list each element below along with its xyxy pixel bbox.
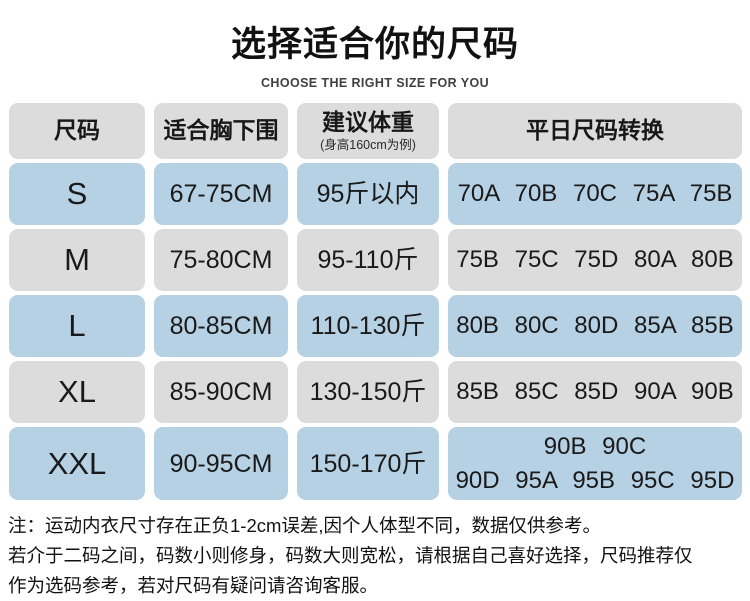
conversion-line-1: 90B 90C	[543, 432, 647, 460]
note-line-3: 作为选码参考，若对尺码有疑问请咨询客服。	[8, 575, 379, 596]
size-cell-row-s: S	[9, 163, 145, 225]
weight-cell-row-xxl: 150-170斤	[297, 427, 439, 500]
weight-cell-row-l: 110-130斤	[297, 295, 439, 357]
conversion-line-2: 90D 95A 95B 95C 95D	[455, 466, 735, 494]
header-conversion-label: 平日尺码转换	[526, 117, 664, 144]
underbust-cell-row-m: 75-80CM	[154, 229, 288, 291]
page-title: 选择适合你的尺码	[230, 25, 519, 64]
conversion-cell-row-xxl: 90B 90C 90D 95A 95B 95C 95D	[448, 427, 742, 500]
header-cell-size: 尺码	[9, 103, 145, 159]
page-header: 选择适合你的尺码 CHOOSE THE RIGHT SIZE FOR YOU	[0, 0, 750, 90]
underbust-cell-row-s: 67-75CM	[154, 163, 288, 225]
size-table: 尺码 适合胸下围 建议体重 (身高160cm为例) 平日尺码转换 S 67-75…	[9, 103, 742, 500]
weight-cell-row-xl: 130-150斤	[297, 361, 439, 423]
header-cell-underbust: 适合胸下围	[154, 103, 288, 159]
conversion-cell-row-l: 80B 80C 80D 85A 85B	[448, 295, 742, 357]
size-cell-row-xxl: XXL	[9, 427, 145, 500]
header-cell-weight: 建议体重 (身高160cm为例)	[297, 103, 439, 159]
page-subtitle: CHOOSE THE RIGHT SIZE FOR YOU	[260, 76, 490, 90]
size-cell-row-m: M	[9, 229, 145, 291]
header-underbust-label: 适合胸下围	[163, 117, 279, 144]
header-weight-label: 建议体重	[322, 108, 414, 135]
size-cell-row-l: L	[9, 295, 145, 357]
underbust-cell-row-xxl: 90-95CM	[154, 427, 288, 500]
note-line-2: 若介于二码之间，码数小则修身，码数大则宽松，请根据自己喜好选择，尺码推荐仅	[8, 545, 693, 566]
header-size-label: 尺码	[54, 117, 100, 144]
conversion-cell-row-xl: 85B 85C 85D 90A 90B	[448, 361, 742, 423]
weight-cell-row-s: 95斤以内	[297, 163, 439, 225]
weight-cell-row-m: 95-110斤	[297, 229, 439, 291]
conversion-cell-row-m: 75B 75C 75D 80A 80B	[448, 229, 742, 291]
underbust-cell-row-l: 80-85CM	[154, 295, 288, 357]
size-cell-row-xl: XL	[9, 361, 145, 423]
footnotes: 注：运动内衣尺寸存在正负1-2cm误差,因个人体型不同，数据仅供参考。 若介于二…	[8, 511, 744, 601]
conversion-cell-row-s: 70A 70B 70C 75A 75B	[448, 163, 742, 225]
underbust-cell-row-xl: 85-90CM	[154, 361, 288, 423]
note-line-1: 注：运动内衣尺寸存在正负1-2cm误差,因个人体型不同，数据仅供参考。	[8, 515, 602, 536]
header-cell-conversion: 平日尺码转换	[448, 103, 742, 159]
header-weight-note: (身高160cm为例)	[320, 138, 416, 153]
